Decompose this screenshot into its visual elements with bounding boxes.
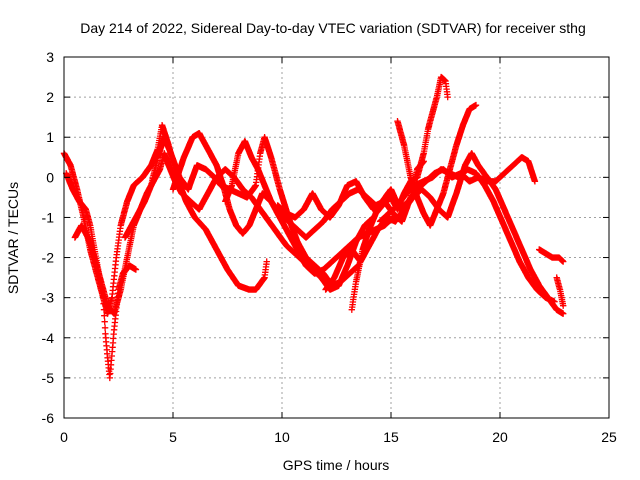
series-marks xyxy=(322,150,567,317)
y-tick-label: 2 xyxy=(46,89,54,105)
x-tick-label: 0 xyxy=(60,429,68,445)
x-tick-label: 10 xyxy=(274,429,290,445)
tick-labels: 0 5 10 15 20 25 -6 -5 -4 -3 -2 -1 0 1 2 3 xyxy=(42,49,617,445)
x-tick-label: 25 xyxy=(601,429,617,445)
series-marks xyxy=(394,101,480,229)
series-marks xyxy=(376,166,558,305)
chart-title: Day 214 of 2022, Sidereal Day-to-day VTE… xyxy=(80,20,586,36)
series-trace-3 xyxy=(71,150,377,317)
plot-frame xyxy=(63,56,610,419)
x-tick-label: 5 xyxy=(169,429,177,445)
y-tick-label: -4 xyxy=(42,330,55,346)
grid xyxy=(64,57,609,418)
series-marks xyxy=(553,274,567,309)
series-trace-12 xyxy=(536,246,567,265)
y-tick-label: 1 xyxy=(46,129,54,145)
y-tick-label: -3 xyxy=(42,290,55,306)
series-trace-11 xyxy=(376,166,558,305)
x-tick-label: 20 xyxy=(492,429,508,445)
series-layer xyxy=(60,73,567,382)
y-tick-label: -2 xyxy=(42,250,55,266)
axis-ticks xyxy=(63,56,610,419)
series-marks xyxy=(536,246,567,265)
y-tick-label: 3 xyxy=(46,49,54,65)
series-trace-8 xyxy=(322,150,567,317)
y-tick-label: -6 xyxy=(42,410,55,426)
x-tick-label: 15 xyxy=(383,429,399,445)
y-axis-label: SDTVAR / TECUs xyxy=(5,182,21,294)
y-tick-label: -5 xyxy=(42,370,55,386)
y-tick-label: -1 xyxy=(42,209,55,225)
x-axis-label: GPS time / hours xyxy=(283,457,390,473)
y-tick-label: 0 xyxy=(46,169,54,185)
series-trace-10 xyxy=(394,101,480,229)
series-marks xyxy=(71,150,377,317)
series-trace-13 xyxy=(553,274,567,309)
